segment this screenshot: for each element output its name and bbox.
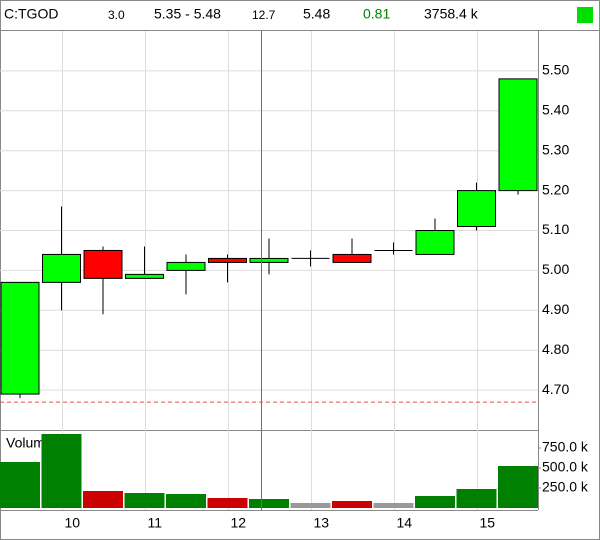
- volume-bar: [456, 489, 497, 508]
- volume-label: Volume: [6, 435, 53, 451]
- candle-body: [0, 281, 40, 395]
- header-field: 5.48: [303, 6, 330, 22]
- x-tick-label: 13: [314, 515, 330, 531]
- candle-body: [457, 190, 496, 228]
- x-tick-label: 12: [231, 515, 247, 531]
- volume-tick-label: 500.0 k: [542, 459, 589, 475]
- volume-bar: [166, 494, 206, 508]
- y-tick-label: 4.90: [542, 301, 569, 317]
- candle-body: [125, 273, 164, 279]
- y-tick-label: 5.00: [542, 261, 569, 277]
- volume-bar: [415, 496, 455, 508]
- x-tick-label: 14: [397, 515, 413, 531]
- x-tick-label: 11: [148, 515, 163, 531]
- candle-body: [415, 230, 455, 255]
- y-tick-label: 5.20: [542, 181, 569, 197]
- symbol: C:TGOD: [4, 6, 58, 22]
- header-field: 3758.4 k: [424, 6, 479, 22]
- candle-body: [83, 249, 123, 279]
- x-tick-label: 10: [65, 515, 81, 531]
- volume-tick-label: 750.0 k: [542, 439, 589, 455]
- y-tick-label: 5.30: [542, 141, 569, 157]
- y-tick-label: 5.40: [542, 102, 569, 118]
- candle-body: [208, 257, 247, 263]
- volume-bar: [249, 499, 289, 508]
- plot: 4.70 4.80 4.90 5.00 5.10 5.20 5.30 5.40 5.50 10 11…: [0, 31, 589, 531]
- header-field: 0.81: [363, 6, 390, 22]
- volume-bar: [332, 501, 372, 508]
- candle-body: [249, 257, 289, 263]
- volume-bar: [290, 503, 331, 508]
- y-tick-label: 4.70: [542, 381, 569, 397]
- volume-tick-label: 250.0 k: [542, 479, 589, 495]
- volume-bar: [207, 498, 248, 508]
- y-tick-label: 5.10: [542, 221, 569, 237]
- candle-body: [498, 78, 538, 192]
- header-field: 12.7: [252, 8, 276, 22]
- volume-bar: [124, 493, 165, 508]
- y-tick-label: 4.80: [542, 341, 569, 357]
- header-field: 5.35 - 5.48: [154, 6, 221, 22]
- x-tick-label: 15: [480, 515, 496, 531]
- y-tick-label: 5.50: [542, 62, 569, 78]
- volume-bar: [0, 462, 40, 508]
- candle-body: [166, 261, 206, 271]
- candle-body: [332, 253, 372, 263]
- volume-bar: [41, 434, 82, 508]
- candle-body: [42, 253, 81, 283]
- status-indicator: [577, 7, 593, 23]
- header-field: 3.0: [108, 8, 125, 22]
- volume-bar: [498, 466, 538, 508]
- volume-bar: [83, 491, 123, 508]
- volume-bar: [373, 503, 414, 508]
